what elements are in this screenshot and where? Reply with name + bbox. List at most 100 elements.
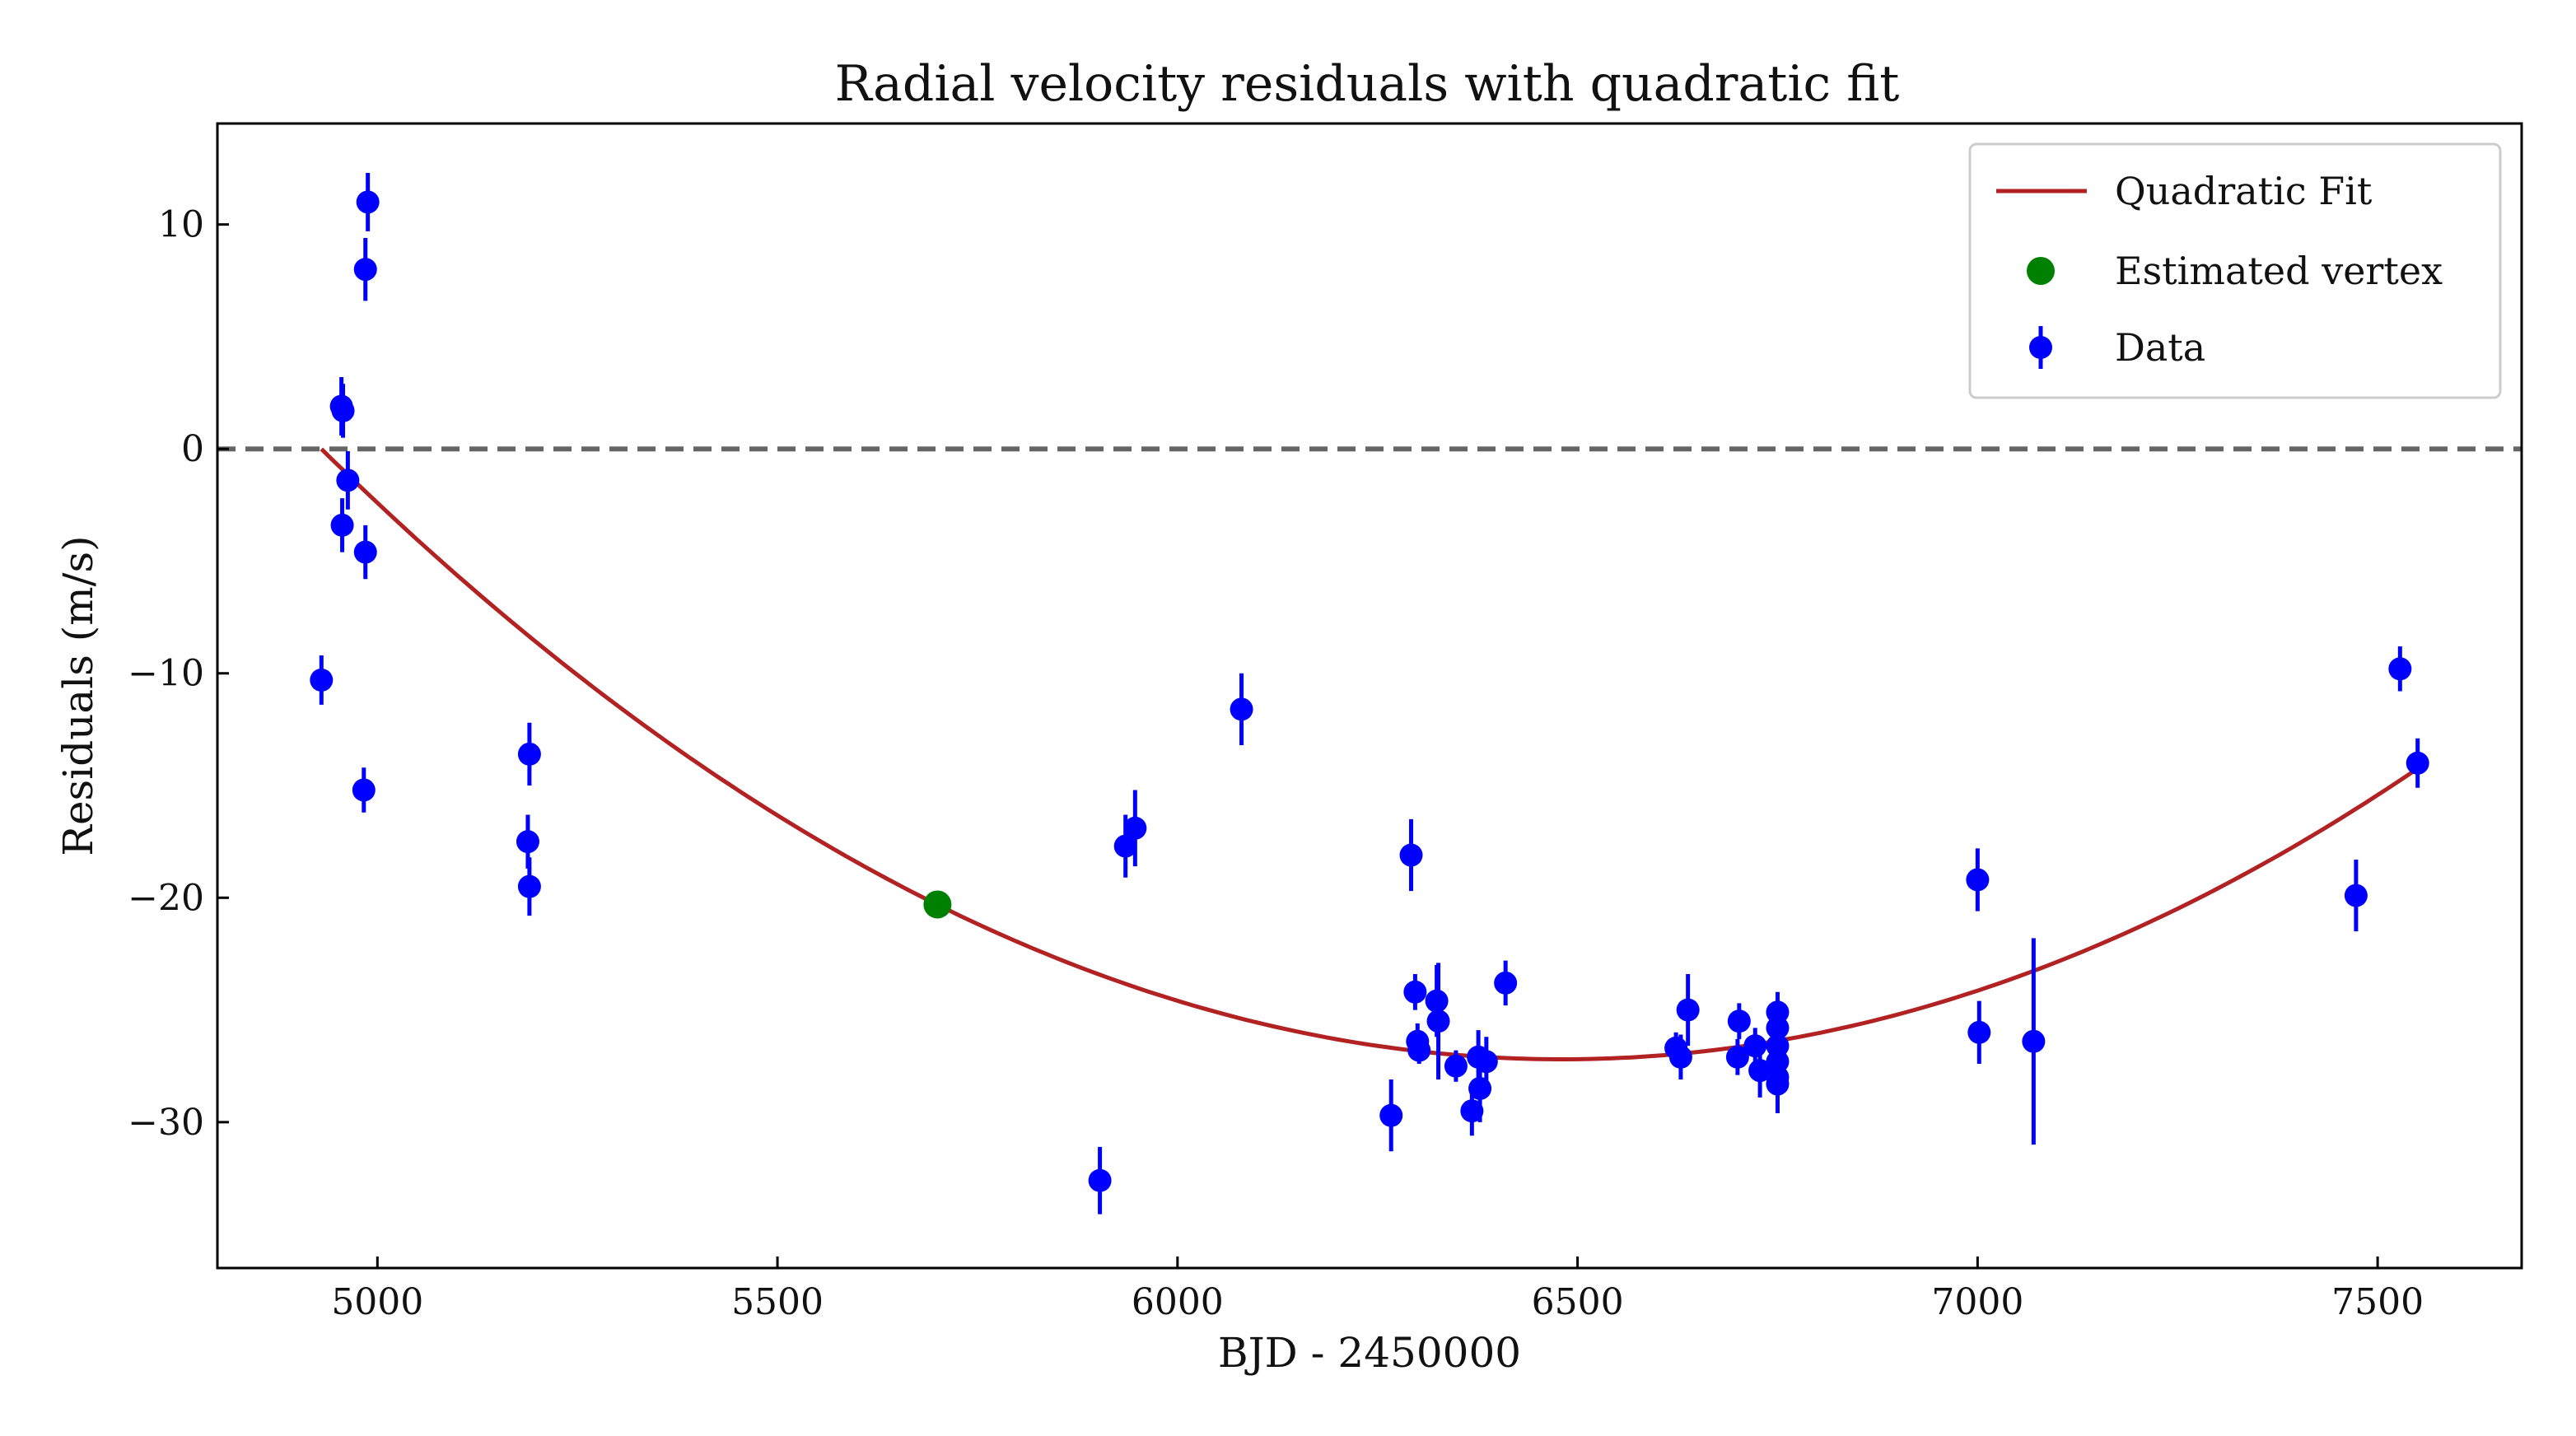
x-axis-label: BJD - 2450000: [1218, 1329, 1521, 1377]
data-marker: [517, 742, 541, 766]
data-point: [2022, 938, 2046, 1145]
data-point: [331, 384, 355, 438]
data-point: [1088, 1146, 1112, 1215]
data-marker: [1966, 868, 1990, 892]
quadratic-fit-layer: [320, 447, 2420, 1061]
data-marker: [2022, 1029, 2046, 1053]
x-tick-label: 5500: [731, 1281, 824, 1323]
data-marker: [1399, 843, 1423, 867]
data-point: [1966, 848, 1990, 911]
legend-label-quadratic-fit: Quadratic Fit: [2115, 169, 2373, 213]
x-tick-label: 6500: [1532, 1281, 1624, 1323]
data-point: [1668, 1034, 1692, 1080]
data-point: [310, 655, 334, 705]
chart-title: Radial velocity residuals with quadratic…: [835, 55, 1900, 113]
data-marker: [2388, 657, 2412, 681]
data-marker: [336, 469, 360, 492]
data-marker: [2406, 751, 2429, 775]
legend-data-swatch: [2029, 336, 2052, 359]
data-marker: [516, 830, 539, 854]
legend-label-estimated-vertex: Estimated vertex: [2115, 249, 2443, 293]
data-marker: [353, 258, 377, 282]
vertex-point-layer: [923, 890, 952, 919]
data-marker: [1403, 980, 1427, 1004]
data-marker: [356, 190, 380, 214]
data-point: [2344, 859, 2368, 932]
data-point: [1727, 1003, 1751, 1039]
data-marker: [1379, 1103, 1403, 1127]
data-point: [1403, 973, 1427, 1010]
data-point: [1474, 1037, 1498, 1087]
data-point: [1444, 1050, 1468, 1082]
data-point: [1676, 973, 1700, 1047]
data-marker: [352, 778, 376, 802]
legend-vertex-swatch: [2027, 257, 2055, 285]
data-marker: [1426, 1009, 1450, 1033]
data-point: [1426, 963, 1450, 1080]
data-points-layer: [310, 172, 2429, 1215]
quadratic-fit-line: [320, 447, 2420, 1061]
data-marker: [1766, 1072, 1790, 1096]
data-marker: [1460, 1099, 1484, 1123]
data-marker: [310, 668, 334, 692]
data-point: [1407, 1037, 1431, 1064]
x-tick-label: 6000: [1132, 1281, 1224, 1323]
data-marker: [1676, 998, 1700, 1022]
data-marker: [1727, 1009, 1751, 1033]
data-marker: [1088, 1168, 1112, 1192]
data-marker: [1967, 1020, 1991, 1044]
data-point: [352, 767, 376, 813]
data-point: [353, 525, 377, 580]
data-marker: [1230, 697, 1253, 721]
data-marker: [2344, 884, 2368, 907]
data-marker: [353, 540, 377, 564]
data-marker: [517, 874, 541, 898]
data-marker: [1668, 1045, 1692, 1069]
y-tick-label: −20: [128, 877, 204, 919]
x-axis-ticks: 5000 5500 6000 6500 7000 7500: [331, 1256, 2424, 1323]
data-marker: [1743, 1034, 1767, 1058]
data-point: [1748, 1043, 1772, 1098]
data-point: [517, 857, 541, 916]
x-tick-label: 7000: [1931, 1281, 2023, 1323]
data-point: [1230, 673, 1253, 745]
data-point: [356, 172, 380, 231]
data-point: [330, 498, 354, 552]
data-point: [1123, 790, 1147, 867]
data-marker: [330, 513, 354, 537]
data-point: [1379, 1079, 1403, 1152]
x-tick-label: 7500: [2331, 1281, 2424, 1323]
y-tick-label: −10: [128, 653, 204, 695]
data-point: [2406, 738, 2429, 788]
data-point: [2388, 646, 2412, 692]
y-tick-label: 0: [181, 428, 204, 470]
data-point: [1766, 1055, 1790, 1113]
data-marker: [1725, 1045, 1749, 1069]
data-point: [336, 450, 360, 510]
data-marker: [1113, 834, 1137, 858]
y-axis-label: Residuals (m/s): [54, 535, 102, 856]
y-axis-ticks: 10 0 −10 −20 −30: [128, 204, 229, 1144]
data-marker: [1474, 1050, 1498, 1074]
y-tick-label: 10: [158, 204, 204, 246]
x-tick-label: 5000: [331, 1281, 423, 1323]
plot-area: [217, 172, 2522, 1215]
legend-box: [1968, 142, 2502, 399]
data-marker: [1123, 816, 1147, 840]
plot-frame: [216, 122, 2523, 1270]
data-point: [1725, 1039, 1749, 1075]
data-marker: [331, 399, 355, 422]
data-point: [1399, 818, 1423, 892]
data-marker: [1748, 1059, 1772, 1083]
legend: Quadratic Fit Estimated vertex Data: [1968, 142, 2502, 399]
y-tick-label: −30: [128, 1102, 204, 1144]
estimated-vertex-marker: [923, 890, 952, 919]
data-marker: [1444, 1054, 1468, 1078]
data-marker: [1494, 971, 1518, 995]
legend-label-data: Data: [2115, 325, 2205, 370]
data-marker: [1407, 1038, 1431, 1062]
data-point: [1494, 960, 1518, 1006]
data-point: [1967, 1000, 1991, 1064]
data-point: [517, 722, 541, 786]
